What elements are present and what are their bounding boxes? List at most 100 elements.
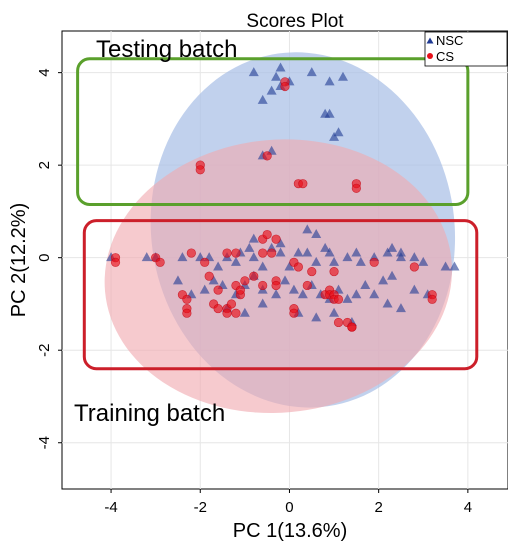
nsc-point: [333, 127, 344, 137]
nsc-point: [382, 298, 393, 308]
nsc-point: [248, 233, 259, 243]
x-tick-label: 0: [285, 499, 293, 516]
nsc-point: [382, 247, 393, 257]
cs-point: [267, 248, 277, 258]
testing-batch-label: Testing batch: [96, 36, 237, 63]
nsc-point: [275, 238, 286, 248]
cs-point: [271, 280, 281, 291]
x-axis-label: PC 1(13.6%): [233, 520, 348, 542]
nsc-point: [337, 71, 348, 81]
nsc-point: [248, 252, 259, 262]
x-tick-label: 4: [464, 499, 472, 516]
nsc-point: [271, 71, 282, 81]
cs-point: [200, 257, 210, 267]
y-axis-label: PC 2(12.2%): [8, 203, 30, 318]
legend-cs-marker: [427, 53, 433, 59]
cs-point: [298, 179, 308, 189]
nsc-point: [329, 256, 340, 266]
y-axis-ticks: 4 2 0 -2 -4: [36, 68, 62, 449]
cs-point: [258, 280, 268, 291]
nsc-point: [266, 85, 277, 95]
nsc-point: [275, 247, 286, 257]
cs-point: [222, 248, 232, 258]
nsc-point: [275, 62, 286, 72]
nsc-point: [324, 247, 335, 257]
cs-point: [351, 183, 361, 193]
x-tick-label: -2: [194, 499, 207, 516]
cs-point: [427, 294, 437, 304]
nsc-point: [418, 256, 429, 266]
nsc-point: [395, 252, 406, 262]
cs-ellipse: [104, 139, 452, 413]
nsc-point: [302, 247, 313, 257]
nsc-point: [297, 289, 308, 299]
nsc-point: [324, 108, 335, 118]
nsc-point: [293, 247, 304, 257]
nsc-point: [177, 252, 188, 262]
legend-cs-label: CS: [436, 49, 454, 64]
cs-point: [186, 248, 196, 258]
confidence-ellipses: [104, 52, 456, 413]
nsc-point: [409, 252, 420, 262]
nsc-point: [360, 279, 371, 289]
cs-point: [329, 266, 339, 277]
training-batch-box: [82, 219, 479, 371]
nsc-point: [172, 275, 183, 285]
nsc-point: [395, 247, 406, 257]
nsc-point: [248, 67, 259, 77]
nsc-point: [342, 252, 353, 262]
training-batch-label: Training batch: [74, 400, 225, 427]
cs-point: [213, 303, 223, 314]
nsc-point: [208, 275, 219, 285]
cs-point: [235, 285, 245, 295]
cs-point: [110, 257, 121, 267]
cs-point: [226, 299, 237, 309]
batch-boxes: [76, 57, 479, 371]
cs-point: [249, 271, 259, 281]
nsc-point: [395, 303, 406, 313]
cs-point: [347, 322, 357, 332]
nsc-point: [440, 261, 451, 271]
cs-point: [262, 229, 272, 240]
nsc-point: [387, 242, 398, 252]
nsc-point: [271, 289, 282, 299]
x-tick-label: 2: [374, 499, 382, 516]
nsc-point: [213, 261, 224, 271]
cs-point: [231, 308, 241, 318]
nsc-point: [239, 307, 250, 317]
nsc-point: [311, 229, 322, 239]
nsc-point: [449, 261, 460, 271]
cs-point: [155, 257, 165, 267]
cs-point: [280, 81, 290, 92]
nsc-point: [257, 298, 268, 308]
nsc-point: [257, 94, 268, 104]
cs-point: [222, 308, 232, 318]
nsc-point: [351, 247, 362, 257]
testing-batch-box: [76, 57, 470, 206]
cs-point: [333, 317, 344, 328]
y-tick-label: 2: [36, 161, 53, 169]
cs-series: [110, 77, 437, 332]
cs-point: [231, 248, 241, 258]
nsc-point: [320, 242, 331, 252]
nsc-point: [351, 289, 362, 299]
y-tick-label: -4: [36, 436, 53, 449]
nsc-point: [387, 270, 398, 280]
nsc-point: [324, 76, 335, 86]
cs-point: [271, 234, 281, 244]
data-points: [106, 62, 460, 332]
cs-point: [302, 280, 312, 291]
cs-point: [293, 262, 303, 272]
legend: NSC CS: [424, 31, 508, 67]
chart-title: Scores Plot: [246, 11, 344, 32]
nsc-point: [369, 289, 380, 299]
nsc-point: [329, 131, 340, 141]
plot-area: [61, 30, 508, 490]
nsc-point: [409, 284, 420, 294]
x-axis-ticks: -4 -2 0 2 4: [104, 489, 472, 516]
nsc-point: [302, 224, 313, 234]
nsc-point: [355, 256, 366, 266]
cs-point: [262, 151, 272, 161]
legend-box: [424, 31, 508, 67]
